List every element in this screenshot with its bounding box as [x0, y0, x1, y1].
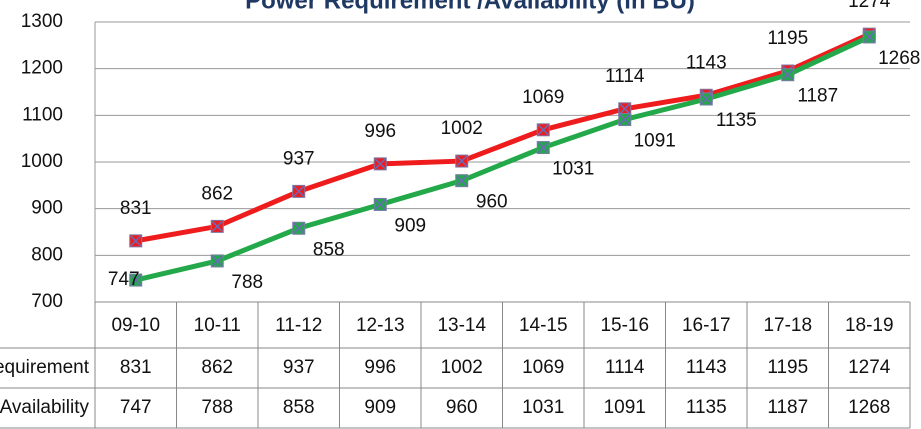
data-label: 960 — [476, 192, 508, 213]
marker-cross — [537, 142, 549, 154]
x-tick-label: 12-13 — [356, 315, 405, 336]
table-cell: 1268 — [848, 397, 890, 418]
table-cell: 1031 — [522, 397, 564, 418]
marker-cross — [293, 222, 305, 234]
marker-cross — [374, 198, 386, 210]
table-cell: 937 — [283, 357, 315, 378]
data-label: 1268 — [878, 48, 920, 69]
x-tick-label: 15-16 — [600, 315, 649, 336]
x-tick-label: 14-15 — [519, 315, 568, 336]
data-label: 862 — [201, 183, 233, 204]
table-cell: 1002 — [441, 357, 483, 378]
table-cell: 1069 — [522, 357, 564, 378]
data-label: 1187 — [797, 86, 838, 107]
table-cell: 1143 — [686, 357, 727, 378]
data-label: 937 — [283, 148, 315, 169]
data-label: 1091 — [634, 131, 676, 152]
marker-cross — [211, 220, 223, 232]
marker-cross — [619, 114, 631, 126]
table-cell: 1195 — [767, 357, 808, 378]
line — [135, 34, 871, 283]
data-label: 1195 — [767, 28, 808, 49]
x-tick-label: 17-18 — [763, 315, 812, 336]
data-label: 747 — [108, 269, 140, 290]
data-label: 1031 — [552, 159, 594, 180]
data-label: 788 — [231, 272, 263, 293]
marker-cross — [374, 158, 386, 170]
table-cell: 1187 — [767, 397, 808, 418]
table-cell: 788 — [201, 397, 233, 418]
marker-cross — [619, 103, 631, 115]
y-tick-label: 900 — [31, 198, 63, 219]
data-label: 1143 — [686, 52, 727, 73]
data-label: 1274 — [848, 0, 891, 12]
data-label: 1069 — [522, 87, 564, 108]
data-label: 1114 — [605, 66, 645, 87]
x-tick-label: 18-19 — [845, 315, 894, 336]
table-cell: 858 — [283, 397, 315, 418]
y-tick-label: 1300 — [21, 11, 63, 32]
table-cell: 1135 — [686, 397, 727, 418]
marker-cross — [700, 93, 712, 105]
marker-cross — [130, 274, 142, 286]
table-cell: 909 — [364, 397, 396, 418]
x-tick-label: 11-12 — [275, 315, 322, 336]
marker-cross — [130, 235, 142, 247]
table-cell: 1091 — [604, 397, 646, 418]
data-label: 1002 — [441, 118, 483, 139]
legend-label: Requirement — [0, 357, 90, 378]
y-tick-label: 1100 — [22, 104, 63, 125]
y-tick-label: 1000 — [21, 151, 63, 172]
data-label: 831 — [120, 198, 152, 219]
marker-cross — [293, 185, 305, 197]
x-tick-label: 16-17 — [682, 315, 731, 336]
marker-cross — [456, 175, 468, 187]
chart-title: Power Requirement /Availability (in BU) — [245, 0, 695, 14]
line — [135, 31, 871, 244]
x-tick-label: 09-10 — [111, 315, 160, 336]
y-tick-label: 800 — [31, 244, 63, 265]
y-tick-label: 700 — [31, 291, 63, 312]
table-cell: 960 — [446, 397, 478, 418]
table-cell: 862 — [201, 357, 233, 378]
data-label: 996 — [364, 121, 396, 142]
table-cell: 1114 — [605, 357, 645, 378]
data-label: 1135 — [716, 110, 757, 131]
marker-cross — [537, 124, 549, 136]
marker-cross — [456, 155, 468, 167]
table-cell: 831 — [120, 357, 152, 378]
table-cell: 996 — [364, 357, 396, 378]
table-cell: 747 — [120, 397, 152, 418]
marker-cross — [782, 69, 794, 81]
x-tick-label: 13-14 — [437, 315, 486, 336]
legend-label: Availability — [0, 397, 89, 418]
data-label: 858 — [313, 239, 345, 260]
marker-cross — [863, 31, 875, 43]
marker-cross — [211, 255, 223, 267]
table-cell: 1274 — [848, 357, 891, 378]
data-label: 909 — [394, 215, 426, 236]
x-tick-label: 10-11 — [194, 315, 241, 336]
y-tick-label: 1200 — [21, 58, 63, 79]
